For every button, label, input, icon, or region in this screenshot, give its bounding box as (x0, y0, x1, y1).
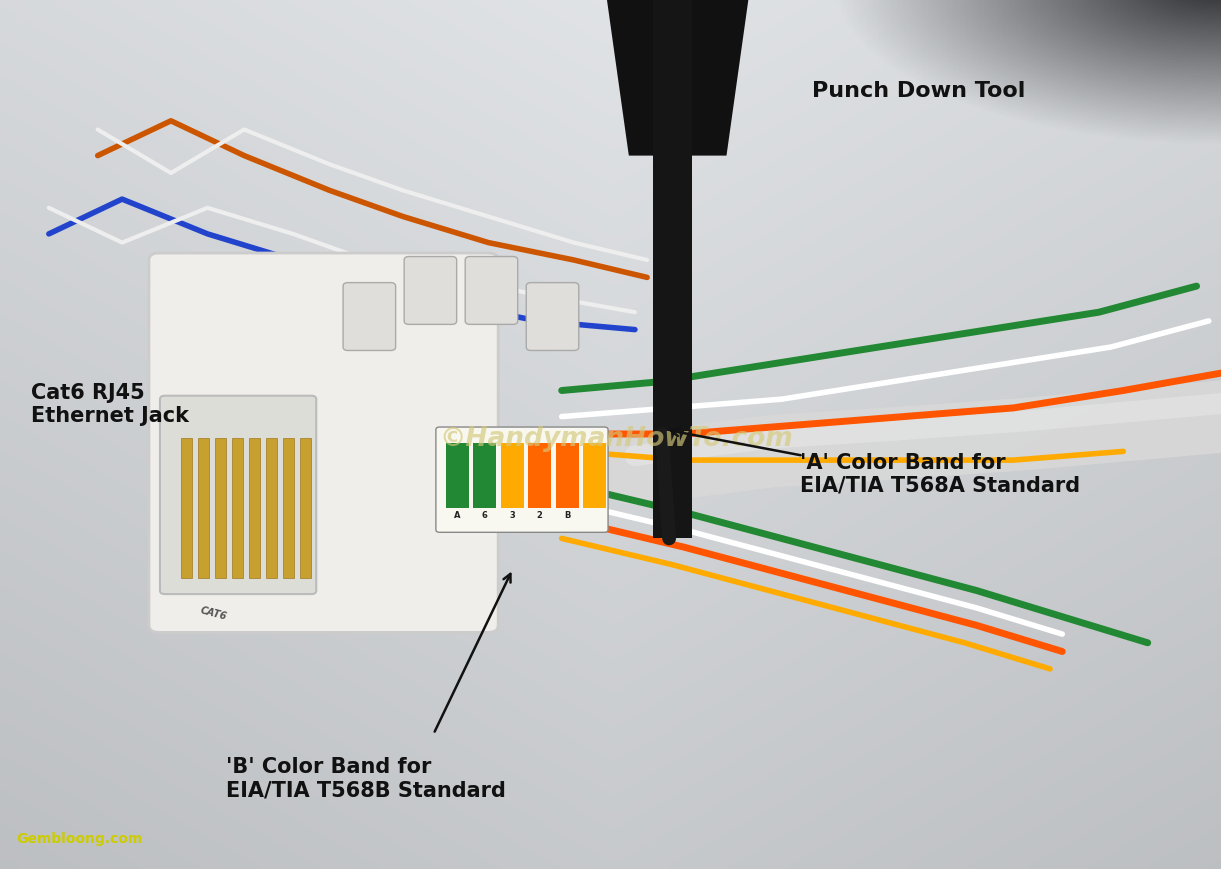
Bar (215, 439, 226, 578)
Text: Punch Down Tool: Punch Down Tool (812, 82, 1026, 101)
FancyBboxPatch shape (526, 283, 579, 351)
Bar (446, 443, 469, 508)
Bar (249, 439, 260, 578)
Bar (556, 443, 579, 508)
Text: 2: 2 (537, 510, 542, 519)
Bar (283, 439, 294, 578)
Bar (232, 439, 243, 578)
Polygon shape (604, 0, 751, 156)
Bar (181, 439, 192, 578)
Text: ©HandymanHowTo.com: ©HandymanHowTo.com (440, 426, 794, 452)
Text: 'B' Color Band for
EIA/TIA T568B Standard: 'B' Color Band for EIA/TIA T568B Standar… (226, 756, 505, 799)
Text: Cat6 RJ45
Ethernet Jack: Cat6 RJ45 Ethernet Jack (31, 382, 188, 426)
Bar (501, 443, 524, 508)
Bar (198, 439, 209, 578)
Text: 6: 6 (482, 510, 487, 519)
Text: A: A (454, 510, 460, 519)
FancyBboxPatch shape (436, 428, 608, 533)
FancyBboxPatch shape (404, 257, 457, 325)
Text: 'A' Color Band for
EIA/TIA T568A Standard: 'A' Color Band for EIA/TIA T568A Standar… (800, 452, 1079, 495)
FancyBboxPatch shape (465, 257, 518, 325)
Text: Gembloong.com: Gembloong.com (16, 831, 142, 845)
FancyBboxPatch shape (149, 254, 498, 633)
Bar (527, 443, 552, 508)
Bar (584, 443, 607, 508)
Bar (300, 439, 311, 578)
Bar (266, 439, 277, 578)
FancyBboxPatch shape (160, 396, 316, 594)
Text: B: B (564, 510, 570, 519)
Text: CAT6: CAT6 (199, 604, 228, 621)
Text: 3: 3 (509, 510, 515, 519)
Bar (474, 443, 497, 508)
Bar (653, 0, 692, 539)
FancyBboxPatch shape (343, 283, 396, 351)
